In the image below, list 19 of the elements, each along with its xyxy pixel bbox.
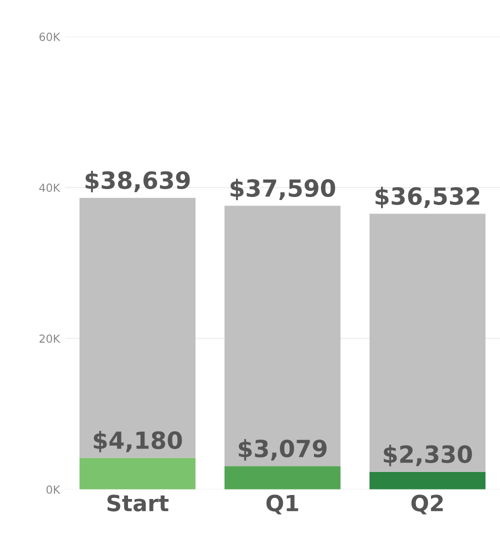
total-label: $38,639 bbox=[86, 170, 190, 192]
y-tick-label: 20K bbox=[40, 334, 60, 343]
x-tick-label: Q2 bbox=[411, 494, 443, 514]
bar bbox=[370, 214, 486, 472]
bar bbox=[80, 198, 196, 458]
total-label: $37,590 bbox=[230, 178, 336, 200]
y-tick-label: 0K bbox=[46, 485, 60, 494]
bar bbox=[224, 466, 340, 490]
x-tick-label: Start bbox=[107, 494, 169, 512]
data-label: $3,079 bbox=[238, 439, 327, 461]
y-tick-label: 40K bbox=[39, 184, 60, 192]
y-tick-label: 60K bbox=[39, 32, 60, 42]
bar bbox=[80, 458, 196, 490]
data-label: $2,330 bbox=[384, 444, 472, 466]
bar bbox=[370, 472, 486, 490]
total-label: $36,532 bbox=[376, 186, 480, 208]
data-label: $4,180 bbox=[94, 430, 182, 452]
x-tick-label: Q1 bbox=[266, 494, 298, 514]
bar bbox=[224, 206, 340, 466]
